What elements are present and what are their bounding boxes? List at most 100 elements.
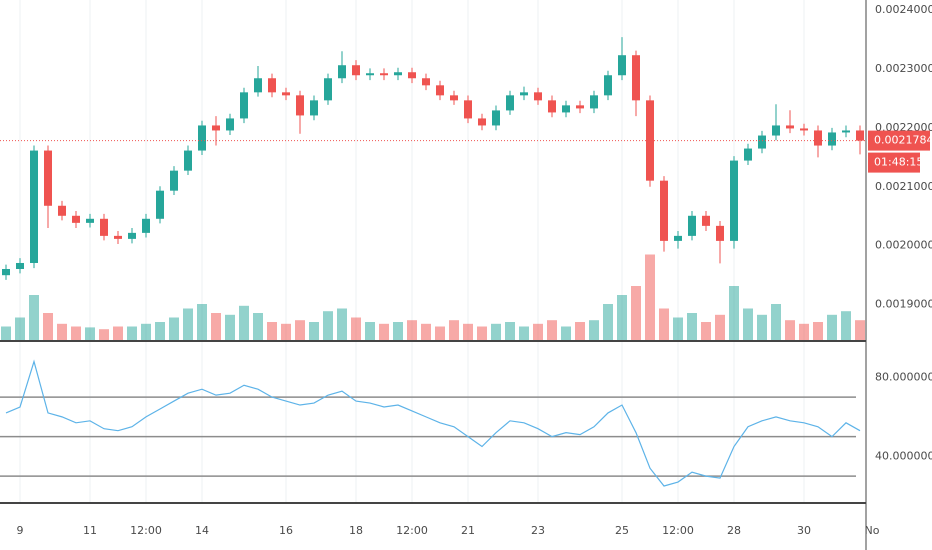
volume-bar xyxy=(813,322,823,340)
candle-body xyxy=(450,95,458,101)
candle-body xyxy=(702,215,710,226)
volume-bar xyxy=(225,314,235,340)
volume-bar xyxy=(617,295,627,340)
volume-bar xyxy=(337,308,347,340)
volume-bar xyxy=(253,313,263,340)
plot xyxy=(0,37,866,487)
rsi-tick-label: 40.0000000 xyxy=(875,449,932,462)
candle-body xyxy=(814,130,822,146)
volume-bar xyxy=(15,317,25,340)
x-tick-label: 21 xyxy=(461,524,475,537)
volume-bar xyxy=(743,308,753,340)
candle-body xyxy=(86,218,94,223)
candle-body xyxy=(352,65,360,76)
volume-bar xyxy=(505,322,515,340)
candle-body xyxy=(772,125,780,136)
volume-bar xyxy=(57,323,67,340)
volume-bar xyxy=(827,314,837,340)
candle-body xyxy=(282,92,290,96)
volume-bar xyxy=(841,311,851,340)
volume-bar xyxy=(589,320,599,340)
volume-bar xyxy=(407,320,417,340)
y-tick-label: 0.0021000 xyxy=(875,180,932,193)
candle-body xyxy=(114,235,122,239)
candle-body xyxy=(520,92,528,96)
countdown-label: 01:48:15 xyxy=(874,156,923,169)
x-tick-label: 16 xyxy=(279,524,293,537)
candle-body xyxy=(58,205,66,216)
candle-body xyxy=(198,125,206,151)
candle-body xyxy=(72,215,80,223)
volume-bar xyxy=(29,295,39,340)
volume-bar xyxy=(659,308,669,340)
volume-bar xyxy=(491,323,501,340)
candle-body xyxy=(44,150,52,206)
candle-body xyxy=(716,225,724,241)
candle-body xyxy=(534,92,542,101)
volume-bar xyxy=(645,254,655,340)
candle-body xyxy=(688,215,696,236)
y-tick-label: 0.0019000 xyxy=(875,298,932,311)
volume-bar xyxy=(575,322,585,340)
candle-body xyxy=(492,110,500,126)
candle-body xyxy=(842,130,850,133)
candle-body xyxy=(366,73,374,76)
candle-body xyxy=(464,100,472,119)
candle-body xyxy=(128,232,136,239)
volume-bar xyxy=(757,314,767,340)
candle-body xyxy=(548,100,556,113)
volume-bar xyxy=(421,323,431,340)
volume-bar xyxy=(295,320,305,340)
volume-bar xyxy=(281,323,291,340)
candle-body xyxy=(170,170,178,191)
volume-bar xyxy=(113,326,123,340)
candle-body xyxy=(758,135,766,149)
volume-bar xyxy=(141,323,151,340)
volume-bar xyxy=(855,320,865,340)
volume-bar xyxy=(547,320,557,340)
volume-bar xyxy=(729,286,739,340)
candle-body xyxy=(100,218,108,236)
x-tick-label: 9 xyxy=(17,524,24,537)
candle-body xyxy=(562,105,570,113)
volume-bar xyxy=(561,326,571,340)
candle-body xyxy=(394,72,402,76)
candle-body xyxy=(478,118,486,126)
volume-bar xyxy=(127,326,137,340)
candle-body xyxy=(646,100,654,181)
volume-bar xyxy=(85,327,95,340)
candle-body xyxy=(436,85,444,96)
labels: 0.00240000.00230000.00220000.00210000.00… xyxy=(17,3,932,537)
grid xyxy=(19,0,805,503)
volume-bar xyxy=(463,323,473,340)
candle-body xyxy=(828,132,836,146)
countdown-box xyxy=(868,152,920,173)
volume-bar xyxy=(799,323,809,340)
volume-bar xyxy=(155,322,165,340)
volume-bar xyxy=(365,322,375,340)
y-tick-label: 0.0023000 xyxy=(875,62,932,75)
rsi-tick-label: 80.0000000 xyxy=(875,370,932,383)
candle-body xyxy=(604,75,612,96)
x-tick-label: 23 xyxy=(531,524,545,537)
candle-body xyxy=(674,235,682,241)
candle-body xyxy=(30,150,38,263)
x-tick-label: 25 xyxy=(615,524,629,537)
candle-body xyxy=(618,55,626,76)
volume-bar xyxy=(1,326,11,340)
volume-bar xyxy=(267,322,277,340)
volume-bar xyxy=(701,322,711,340)
volume-bar xyxy=(771,304,781,340)
candle-body xyxy=(240,92,248,119)
x-tick-label: 18 xyxy=(349,524,363,537)
volume-bar xyxy=(715,314,725,340)
candle-body xyxy=(660,180,668,241)
volume-bar xyxy=(393,322,403,340)
x-tick-label: 12:00 xyxy=(396,524,428,537)
volume-bar xyxy=(519,326,529,340)
volume-bar xyxy=(71,326,81,340)
candle-body xyxy=(506,95,514,111)
